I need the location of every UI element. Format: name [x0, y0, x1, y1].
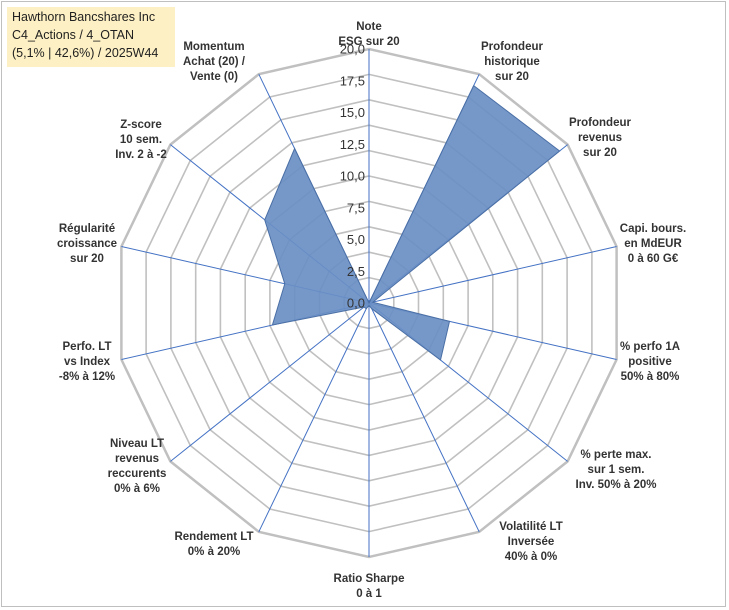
- category-label: C4_Actions / 4_OTAN: [12, 28, 134, 42]
- tick-label-4: 10,0: [340, 169, 365, 184]
- axis-label-11-line-2: sur 20: [70, 253, 104, 265]
- radar-series: [265, 86, 560, 360]
- axis-label-13-line-1: Achat (20) /: [183, 56, 246, 68]
- axis-label-11: Régularité croissance sur 20: [57, 223, 117, 265]
- axis-label-3-line-2: 0 à 60 G€: [628, 253, 679, 265]
- tick-label-6: 15,0: [340, 105, 365, 120]
- tick-label-0: 0,0: [347, 296, 365, 311]
- axis-label-6-line-1: Inversée: [508, 536, 555, 548]
- axis-label-0: Note ESG sur 20: [338, 21, 399, 48]
- axis-label-8: Rendement LT 0% à 20%: [174, 531, 253, 558]
- axis-label-3-line-0: Capi. bours.: [620, 223, 686, 235]
- axis-label-2-line-1: revenus: [578, 132, 622, 144]
- tick-label-7: 17,5: [340, 73, 365, 88]
- axis-label-11-line-0: Régularité: [59, 223, 115, 235]
- axis-label-5: % perte max. sur 1 sem. Inv. 50% à 20%: [576, 449, 657, 491]
- axis-label-10-line-2: -8% à 12%: [59, 371, 115, 383]
- axis-label-12: Z-score 10 sem. Inv. 2 à -2: [115, 119, 167, 161]
- axis-label-4: % perfo 1A positive 50% à 80%: [620, 341, 680, 383]
- axis-label-6-line-0: Volatilité LT: [499, 521, 562, 533]
- axis-label-8-line-0: Rendement LT: [174, 531, 253, 543]
- axis-label-13-line-0: Momentum: [183, 41, 244, 53]
- axis-label-8-line-1: 0% à 20%: [188, 546, 240, 558]
- axis-label-10: Perfo. LT vs Index -8% à 12%: [59, 341, 115, 383]
- axis-label-7-line-0: Ratio Sharpe: [334, 573, 405, 585]
- axis-label-5-line-1: sur 1 sem.: [588, 464, 645, 476]
- tick-label-2: 5,0: [347, 232, 365, 247]
- axis-label-6-line-2: 40% à 0%: [505, 551, 557, 563]
- axis-label-3-line-1: en MdEUR: [624, 238, 682, 250]
- axis-label-4-line-1: positive: [628, 356, 671, 368]
- axis-label-0-line-0: Note: [356, 21, 382, 33]
- axis-label-1: Profondeur historique sur 20: [481, 41, 543, 83]
- tick-label-5: 12,5: [340, 137, 365, 152]
- axis-label-0-line-1: ESG sur 20: [338, 36, 399, 48]
- company-name: Hawthorn Bancshares Inc: [12, 10, 155, 24]
- axis-label-4-line-0: % perfo 1A: [620, 341, 680, 353]
- axis-label-5-line-0: % perte max.: [581, 449, 652, 461]
- axis-label-10-line-1: vs Index: [64, 356, 111, 368]
- axis-label-13-line-2: Vente (0): [190, 71, 238, 83]
- axis-label-2-line-2: sur 20: [583, 147, 617, 159]
- axis-label-2: Profondeur revenus sur 20: [569, 117, 631, 159]
- axis-label-12-line-1: 10 sem.: [120, 134, 162, 146]
- axis-label-9-line-2: reccurents: [108, 468, 167, 480]
- axis-label-12-line-0: Z-score: [120, 119, 162, 131]
- axis-label-1-line-1: historique: [484, 56, 540, 68]
- data-area: [265, 86, 560, 360]
- axis-label-10-line-0: Perfo. LT: [63, 341, 112, 353]
- chart-title-box: Hawthorn Bancshares Inc C4_Actions / 4_O…: [7, 7, 175, 67]
- axis-label-7: Ratio Sharpe 0 à 1: [334, 573, 405, 600]
- axis-label-9-line-0: Niveau LT: [110, 438, 164, 450]
- axis-label-5-line-2: Inv. 50% à 20%: [576, 479, 657, 491]
- axis-label-7-line-1: 0 à 1: [356, 588, 382, 600]
- axis-label-6: Volatilité LT Inversée 40% à 0%: [499, 521, 562, 563]
- axis-label-2-line-0: Profondeur: [569, 117, 631, 129]
- axis-label-9: Niveau LT revenus reccurents 0% à 6%: [108, 438, 167, 495]
- axis-label-1-line-2: sur 20: [495, 71, 529, 83]
- tick-label-3: 7,5: [347, 200, 365, 215]
- axis-label-1-line-0: Profondeur: [481, 41, 543, 53]
- axis-label-3: Capi. bours. en MdEUR 0 à 60 G€: [620, 223, 686, 265]
- axis-label-13: Momentum Achat (20) / Vente (0): [183, 41, 246, 83]
- axis-label-4-line-2: 50% à 80%: [621, 371, 680, 383]
- axis-label-9-line-3: 0% à 6%: [114, 483, 160, 495]
- axis-label-11-line-1: croissance: [57, 238, 117, 250]
- axis-label-9-line-1: revenus: [115, 453, 159, 465]
- radar-chart: 0,02,55,07,510,012,515,017,520,0 Note ESG…: [0, 0, 729, 610]
- axis-label-12-line-2: Inv. 2 à -2: [115, 149, 167, 161]
- tick-label-1: 2,5: [347, 264, 365, 279]
- performance-week-label: (5,1% | 42,6%) / 2025W44: [12, 46, 158, 60]
